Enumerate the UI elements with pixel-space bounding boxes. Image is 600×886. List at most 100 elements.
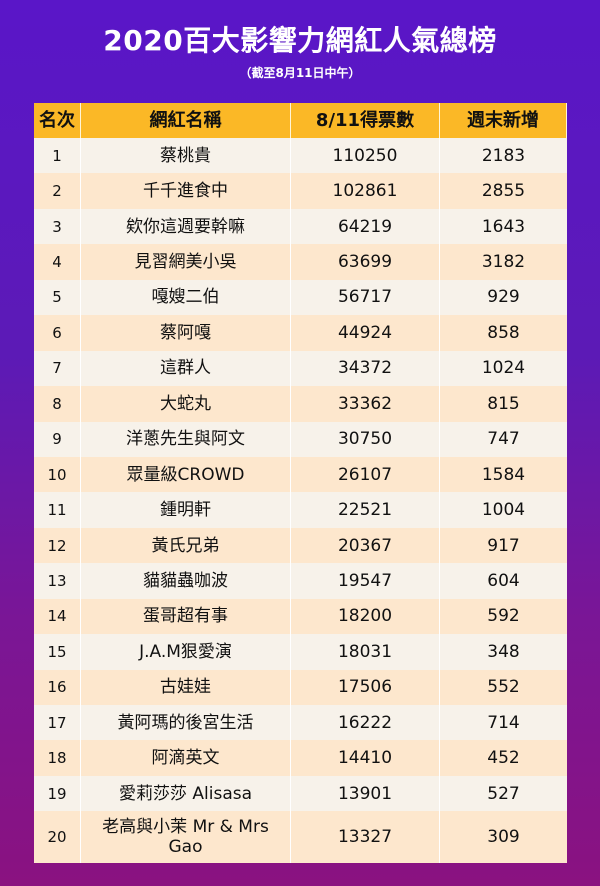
table-row: 19 愛莉莎莎 Alisasa 13901 527 <box>34 775 567 812</box>
table-row: 5 嘎嫂二伯 56717 929 <box>34 279 567 316</box>
header-name: 網紅名稱 <box>81 103 291 138</box>
name-cell: 蔡阿嘎 <box>81 315 291 351</box>
name-cell: 鍾明軒 <box>81 492 291 528</box>
rank-cell: 20 <box>34 811 81 864</box>
weekend-cell: 747 <box>487 429 520 450</box>
votes-cell: 33362 <box>291 386 440 422</box>
name-cell: 黃阿瑪的後宮生活 <box>81 705 291 741</box>
table-row: 13 貓貓蟲咖波 19547 604 <box>34 563 567 599</box>
table-row: 17 黃阿瑪的後宮生活 16222 714 <box>34 705 567 741</box>
name-cell: 貓貓蟲咖波 <box>81 563 291 599</box>
weekend-cell: 592 <box>487 606 520 627</box>
table-header-row: 名次 網紅名稱 8/11得票數 週末新增 <box>34 103 567 138</box>
votes-cell: 34372 <box>291 350 440 387</box>
rank-cell: 10 <box>34 456 81 493</box>
name-cell: 蛋哥超有事 <box>81 598 291 635</box>
weekend-cell: 604 <box>487 570 520 591</box>
name-cell: 老高與小茉 Mr & Mrs Gao <box>81 811 291 864</box>
rank-cell: 9 <box>34 421 81 457</box>
weekend-cell: 2855 <box>481 181 526 202</box>
table-row: 6 蔡阿嘎 44924 858 <box>34 315 567 351</box>
name-cell: 見習網美小吳 <box>81 244 291 280</box>
table-row: 16 古娃娃 17506 552 <box>34 669 567 705</box>
weekend-cell: 1643 <box>481 216 526 237</box>
rank-cell: 16 <box>34 669 81 705</box>
name-cell: 嘎嫂二伯 <box>81 279 291 316</box>
rank-cell: 3 <box>34 208 81 245</box>
votes-cell: 14410 <box>291 740 440 776</box>
rank-cell: 2 <box>34 173 81 209</box>
page-title: 2020百大影響力網紅人氣總榜 <box>103 24 497 57</box>
weekend-cell: 1004 <box>481 500 526 521</box>
name-cell: 阿滴英文 <box>81 740 291 776</box>
rank-cell: 19 <box>34 775 81 812</box>
table-row: 10 眾量級CROWD 26107 1584 <box>34 456 567 493</box>
table-row: 14 蛋哥超有事 18200 592 <box>34 598 567 635</box>
weekend-cell: 1024 <box>481 358 526 379</box>
table-row: 4 見習網美小吳 63699 3182 <box>34 244 567 280</box>
rank-cell: 11 <box>34 492 81 528</box>
weekend-cell: 348 <box>487 641 520 662</box>
weekend-cell: 552 <box>487 677 520 698</box>
rank-cell: 15 <box>34 634 81 670</box>
name-cell: 愛莉莎莎 Alisasa <box>81 775 291 812</box>
votes-cell: 44924 <box>291 315 440 351</box>
rank-cell: 1 <box>34 138 81 174</box>
votes-cell: 17506 <box>291 669 440 705</box>
votes-cell: 19547 <box>291 563 440 599</box>
rank-cell: 13 <box>34 563 81 599</box>
votes-cell: 13901 <box>291 775 440 812</box>
name-cell: 這群人 <box>81 350 291 387</box>
votes-cell: 102861 <box>291 173 440 209</box>
votes-cell: 64219 <box>291 208 440 245</box>
votes-cell: 20367 <box>291 527 440 564</box>
rank-cell: 6 <box>34 315 81 351</box>
page-subtitle: （截至8月11日中午） <box>239 66 361 80</box>
rank-cell: 18 <box>34 740 81 776</box>
name-cell: J.A.M狠愛演 <box>81 634 291 670</box>
votes-cell: 18031 <box>291 634 440 670</box>
table-body: 1 蔡桃貴 110250 2183 2 千千進食中 102861 2855 3 欸你這週要幹嘛 64… <box>34 138 567 864</box>
table-row: 7 這群人 34372 1024 <box>34 350 567 387</box>
weekend-cell: 3182 <box>481 252 526 273</box>
table-row: 11 鍾明軒 22521 1004 <box>34 492 567 528</box>
votes-cell: 56717 <box>291 279 440 316</box>
weekend-cell: 2183 <box>481 145 526 166</box>
table-row: 2 千千進食中 102861 2855 <box>34 173 567 209</box>
rank-cell: 17 <box>34 705 81 741</box>
votes-cell: 63699 <box>291 244 440 280</box>
table-row: 15 J.A.M狠愛演 18031 348 <box>34 634 567 670</box>
weekend-cell: 858 <box>487 322 520 343</box>
name-cell: 蔡桃貴 <box>81 138 291 174</box>
table-row: 8 大蛇丸 33362 815 <box>34 386 567 422</box>
votes-cell: 18200 <box>291 598 440 635</box>
votes-cell: 16222 <box>291 705 440 741</box>
rank-cell: 7 <box>34 350 81 387</box>
rank-cell: 5 <box>34 279 81 316</box>
table-row: 12 黃氏兄弟 20367 917 <box>34 527 567 564</box>
rank-cell: 8 <box>34 386 81 422</box>
header-rank: 名次 <box>34 103 81 138</box>
weekend-cell: 309 <box>487 827 520 848</box>
name-cell: 黃氏兄弟 <box>81 527 291 564</box>
name-cell: 眾量級CROWD <box>81 456 291 493</box>
votes-cell: 110250 <box>291 138 440 174</box>
weekend-cell: 815 <box>487 393 520 414</box>
name-cell: 欸你這週要幹嘛 <box>81 208 291 245</box>
header-votes: 8/11得票數 <box>291 103 440 138</box>
votes-cell: 30750 <box>291 421 440 457</box>
ranking-table: 名次 網紅名稱 8/11得票數 週末新增 1 蔡桃貴 110250 2183 2 千千進食… <box>34 103 567 864</box>
header-weekend: 週末新增 <box>440 103 567 138</box>
table-row: 20 老高與小茉 Mr & Mrs Gao 13327 309 <box>34 811 567 864</box>
votes-cell: 13327 <box>291 811 440 864</box>
name-cell: 洋蔥先生與阿文 <box>81 421 291 457</box>
name-cell: 大蛇丸 <box>81 386 291 422</box>
rank-cell: 4 <box>34 244 81 280</box>
weekend-cell: 452 <box>487 748 520 769</box>
rank-cell: 14 <box>34 598 81 635</box>
table-row: 1 蔡桃貴 110250 2183 <box>34 138 567 174</box>
rank-cell: 12 <box>34 527 81 564</box>
weekend-cell: 714 <box>487 712 520 733</box>
table-row: 3 欸你這週要幹嘛 64219 1643 <box>34 208 567 245</box>
votes-cell: 22521 <box>291 492 440 528</box>
